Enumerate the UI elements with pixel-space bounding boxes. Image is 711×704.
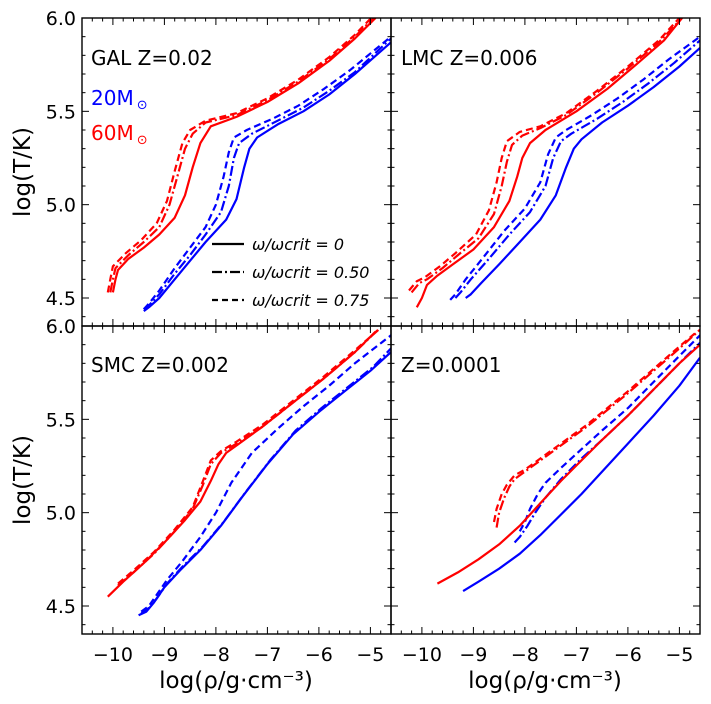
series-line-20m-dashdot	[513, 342, 700, 544]
series-line-60m-dashdot	[410, 18, 683, 294]
y-tick-label: 5.5	[46, 409, 76, 431]
y-axis-label-bottom: log(T/K)	[10, 435, 36, 525]
legend-label: ω/ωcrit = 0	[252, 235, 344, 254]
x-tick-label: −6	[305, 644, 333, 666]
panel-lmc: LMC Z=0.006	[390, 17, 701, 327]
panel-title: LMC Z=0.006	[401, 46, 537, 70]
series-line-20m-dashed	[142, 35, 391, 310]
solar-symbol: ⊙	[137, 133, 148, 148]
series-line-20m-dashdot	[143, 37, 391, 311]
y-tick-label: 6.0	[46, 316, 76, 338]
legend: ω/ωcrit = 0 ω/ωcrit = 0.50 ω/ωcrit = 0.7…	[212, 235, 369, 310]
panel-gal: 4.5 5.0 5.5 6.0 GAL Z=0.02 20M ⊙ 60M ⊙ ω/ωcri…	[46, 8, 392, 327]
series-line-60m-dashdot	[109, 18, 376, 293]
panel-title: Z=0.0001	[401, 353, 501, 377]
y-tick-label: 6.0	[46, 8, 76, 30]
series-line-60m-dashed	[117, 327, 382, 585]
mass-label-20: 20M ⊙	[91, 86, 148, 113]
panel-z0001: −10 −9 −8 −7 −6 −5 Z=0.0001	[390, 325, 701, 666]
y-tick-label: 5.5	[46, 101, 76, 123]
x-tick-label: −8	[511, 644, 539, 666]
series-line-60m-dashed	[492, 332, 696, 523]
series-line-20m-dashed	[140, 334, 391, 613]
series-line-60m-dashed	[106, 18, 373, 293]
x-tick-label: −6	[614, 644, 642, 666]
series-line-60m-solid	[111, 18, 377, 293]
series-line-20m-dashed	[449, 35, 700, 301]
series-line-60m-solid	[436, 343, 700, 585]
x-tick-label: −9	[459, 644, 487, 666]
series-line-20m-solid	[143, 41, 391, 312]
legend-label: ω/ωcrit = 0.75	[252, 291, 369, 310]
series-line-20m-solid	[138, 351, 391, 617]
y-tick-label: 5.0	[46, 195, 76, 217]
y-tick-label: 4.5	[46, 288, 76, 310]
x-axis-label-left: log(ρ/g·cm⁻³)	[159, 668, 313, 694]
x-tick-label: −5	[356, 644, 384, 666]
series-line-20m-solid	[465, 47, 700, 299]
series-line-60m-solid	[415, 18, 683, 308]
x-tick-label: −10	[402, 644, 442, 666]
series-line-60m-dashdot	[495, 328, 700, 528]
panel-smc: −10 −9 −8 −7 −6 −5 4.5 5.0 5.5 6.0 SMC Z=0.002	[46, 316, 392, 666]
mass-label-60: 60M ⊙	[91, 121, 148, 148]
x-tick-label: −7	[562, 644, 590, 666]
series-line-20m-dashed	[518, 334, 700, 532]
series-line-20m-solid	[462, 357, 700, 593]
x-tick-label: −9	[150, 644, 178, 666]
legend-label: ω/ωcrit = 0.50	[252, 263, 369, 282]
x-tick-label: −5	[665, 644, 693, 666]
panel-frame	[390, 325, 701, 635]
panel-title: GAL Z=0.02	[91, 46, 213, 70]
y-tick-label: 5.0	[46, 503, 76, 525]
y-tick-label: 4.5	[46, 596, 76, 618]
y-axis-label-top: log(T/K)	[10, 127, 36, 217]
solar-symbol: ⊙	[137, 98, 148, 113]
series-line-60m-dashdot	[117, 328, 379, 587]
x-tick-label: −10	[93, 644, 133, 666]
series-line-60m-dashed	[408, 18, 681, 292]
panel-title: SMC Z=0.002	[91, 353, 229, 377]
x-axis-label-right: log(ρ/g·cm⁻³)	[468, 668, 622, 694]
x-tick-label: −8	[202, 644, 230, 666]
x-tick-label: −7	[253, 644, 281, 666]
series-line-20m-dashdot	[140, 347, 391, 615]
